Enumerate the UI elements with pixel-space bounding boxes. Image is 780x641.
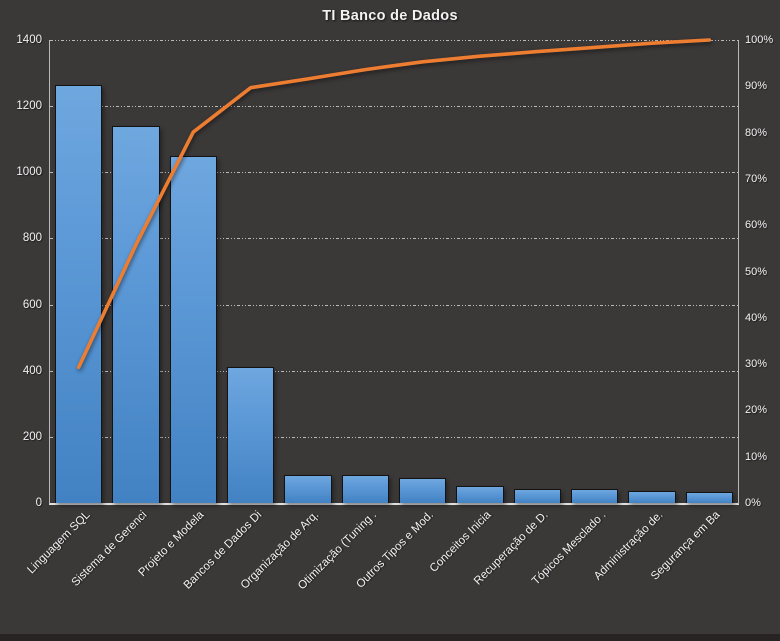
bar-9	[513, 489, 562, 503]
right-axis-tick: 40%	[745, 311, 768, 324]
left-axis-tick: 1000	[16, 166, 42, 179]
left-axis-tick: 1200	[16, 100, 42, 113]
bar-3	[169, 155, 218, 503]
right-axis-tick: 0%	[745, 497, 761, 509]
bar-5	[284, 474, 332, 503]
right-axis-tick: 30%	[745, 358, 768, 371]
bar-11	[628, 491, 676, 503]
chart-title: TI Banco de Dados	[322, 8, 458, 24]
right-axis-tick: 100%	[745, 34, 774, 46]
left-axis-tick: 800	[22, 232, 42, 245]
right-axis-tick: 70%	[745, 172, 768, 185]
right-axis-tick: 80%	[745, 126, 768, 139]
right-axis-tick: 60%	[745, 219, 768, 232]
bottom-strip	[0, 634, 780, 641]
bar-12	[685, 492, 734, 503]
cumulative-line	[76, 38, 712, 370]
right-axis-tick: 10%	[745, 450, 768, 463]
bar-8	[456, 486, 504, 503]
gridline	[50, 106, 738, 108]
left-axis-tick: 400	[22, 364, 42, 377]
x-axis-label: Conceitos Inicia	[427, 509, 494, 575]
gridline	[50, 238, 738, 240]
right-axis-tick: 90%	[745, 80, 768, 93]
bar-6	[341, 474, 390, 503]
gridline	[50, 370, 738, 372]
plot-area	[49, 38, 739, 505]
bar-7	[398, 478, 447, 503]
gridline	[50, 436, 738, 438]
gridline	[50, 172, 738, 174]
right-axis-tick: 20%	[745, 404, 768, 417]
bar-2	[112, 126, 160, 503]
left-axis-tick: 600	[22, 298, 42, 311]
left-axis-tick: 1400	[16, 34, 42, 46]
gridline	[50, 304, 738, 306]
gridline	[50, 40, 738, 41]
right-axis-tick: 50%	[745, 265, 768, 278]
bar-10	[570, 489, 619, 503]
left-axis-tick: 200	[22, 430, 42, 443]
left-axis-tick: 0	[35, 497, 42, 509]
bar-1	[54, 84, 103, 503]
bar-4	[226, 367, 275, 503]
